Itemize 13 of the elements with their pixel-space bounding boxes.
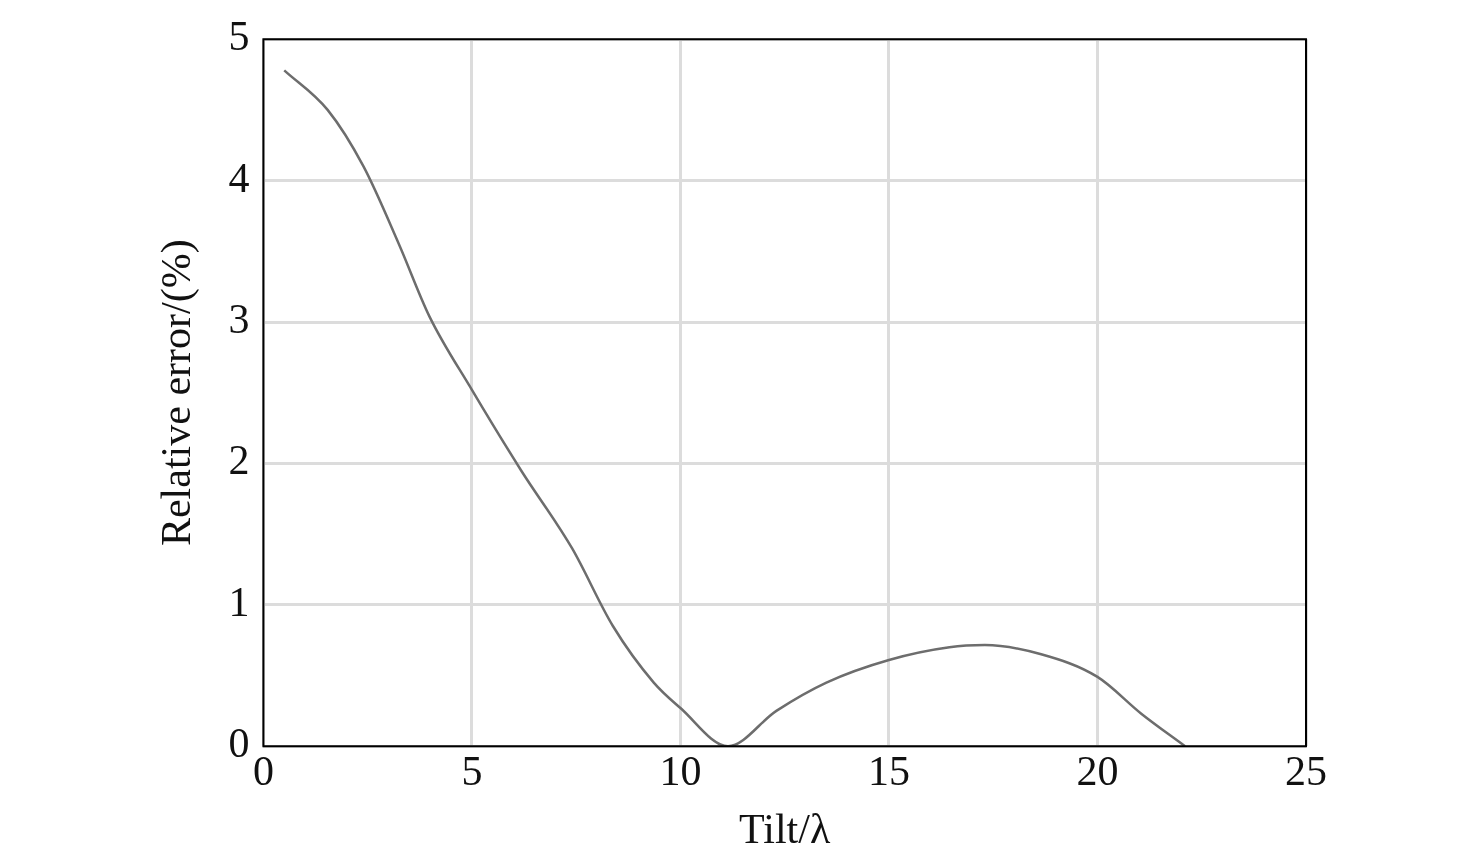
y-tick-label: 4: [228, 154, 250, 201]
x-tick-label: 5: [461, 748, 483, 795]
line-series: [283, 69, 1187, 747]
y-tick-label: 5: [228, 13, 250, 60]
x-tick-label: 20: [1076, 748, 1119, 795]
x-axis-title: Tilt/λ: [739, 805, 831, 852]
y-tick-label: 2: [228, 437, 250, 484]
y-axis-title: Relative error/(%): [153, 239, 201, 547]
x-tick-label: 10: [659, 748, 702, 795]
y-tick-label: 3: [228, 296, 250, 343]
y-tick-label: 1: [228, 578, 250, 625]
x-tick-label: 25: [1285, 748, 1327, 795]
x-tick-label: 15: [867, 748, 910, 795]
